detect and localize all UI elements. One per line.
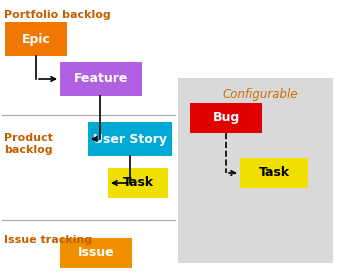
Text: Epic: Epic [22, 32, 51, 45]
Bar [190, 103, 262, 133]
Bar [60, 62, 142, 96]
Text: Task: Task [122, 177, 154, 189]
Bar [88, 122, 172, 156]
Text: Issue tracking: Issue tracking [4, 235, 92, 245]
Bar [178, 78, 333, 263]
Text: Issue: Issue [78, 247, 114, 259]
Text: Task: Task [258, 167, 289, 179]
Bar [60, 238, 132, 268]
Text: Configurable: Configurable [222, 88, 298, 101]
Bar [240, 158, 308, 188]
Text: Portfolio backlog: Portfolio backlog [4, 10, 111, 20]
Text: Bug: Bug [212, 112, 240, 124]
Text: User Story: User Story [93, 133, 167, 146]
Text: Feature: Feature [74, 73, 128, 85]
Bar [5, 22, 67, 56]
Bar [108, 168, 168, 198]
Text: Product
backlog: Product backlog [4, 133, 53, 155]
